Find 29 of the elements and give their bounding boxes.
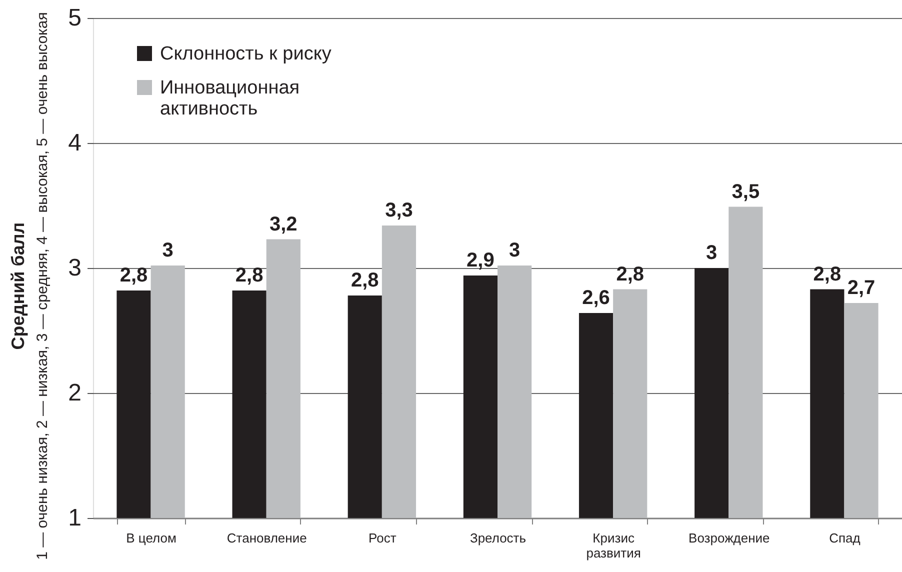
y-tick-label: 4 — [68, 130, 82, 156]
x-tick-label: Зрелость — [470, 530, 526, 546]
data-label: 2,8 — [813, 263, 842, 286]
legend-label: Инновационная активность — [160, 78, 300, 120]
data-label: 3 — [706, 242, 718, 264]
data-label: 3,3 — [385, 200, 413, 222]
x-tick-label: Рост — [368, 530, 396, 546]
x-tick-label: В целом — [126, 530, 176, 546]
data-label: 2,8 — [120, 264, 148, 286]
y-tick-label: 3 — [68, 254, 82, 282]
data-label: 3,5 — [732, 180, 760, 203]
x-tick-label: Становление — [226, 530, 307, 546]
x-tick-label: Кризис развития — [586, 530, 641, 560]
data-label: 2,7 — [847, 277, 876, 299]
x-tick-label: Возрождение — [688, 530, 770, 546]
data-label: 3 — [162, 240, 174, 262]
data-label: 2,8 — [616, 263, 644, 286]
data-label: 2,9 — [466, 250, 494, 272]
y-axis-title: Средний балл 1 — очень низкая, 2 — низкая, 3 — средняя, 4 — высокая, 5 — очень высокая — [8, 12, 51, 560]
legend-label: Склонность к риску — [160, 44, 332, 64]
data-label: 3,2 — [270, 213, 298, 236]
y-tick-label: 5 — [68, 4, 82, 32]
y-tick-label: 2 — [68, 380, 82, 406]
y-tick-label: 1 — [68, 504, 82, 532]
data-label: 2,8 — [350, 270, 379, 292]
x-tick-label: Спад — [829, 530, 861, 546]
data-label: 2,6 — [582, 287, 610, 309]
data-label: 3 — [508, 240, 520, 262]
data-label: 2,8 — [235, 264, 264, 286]
